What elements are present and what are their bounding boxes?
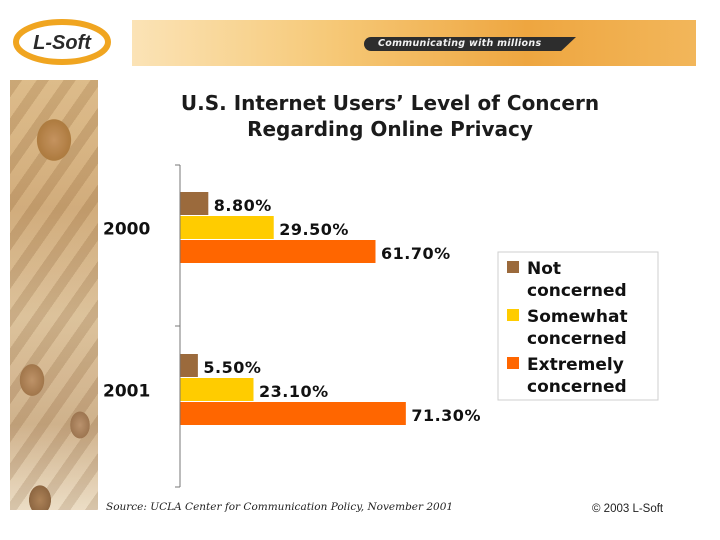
data-label-2001-not-concerned: 5.50% — [203, 358, 261, 377]
legend-label-extremely-concerned-0: Extremely — [527, 355, 624, 375]
legend-swatch-extremely-concerned — [507, 357, 519, 369]
chart-title: U.S. Internet Users’ Level of Concern Re… — [120, 90, 660, 142]
bar-2000-extremely-concerned — [180, 240, 376, 263]
source-note: Source: UCLA Center for Communication Po… — [106, 501, 454, 513]
bar-2000-somewhat-concerned — [180, 216, 274, 239]
bar-2001-not-concerned — [180, 354, 198, 377]
chart-title-line-1: U.S. Internet Users’ Level of Concern — [180, 91, 600, 115]
data-label-2000-extremely-concerned: 61.70% — [381, 244, 451, 263]
legend-label-somewhat-concerned-1: concerned — [527, 329, 627, 349]
background-photo-strip — [10, 80, 98, 510]
header-banner: Communicating with millions — [132, 20, 696, 66]
logo-text: L-Soft — [33, 32, 92, 54]
legend-label-extremely-concerned-1: concerned — [527, 377, 627, 397]
legend-swatch-not-concerned — [507, 261, 519, 273]
category-label-2000: 2000 — [103, 220, 150, 240]
category-label-2001: 2001 — [103, 382, 150, 402]
data-label-2000-somewhat-concerned: 29.50% — [279, 220, 349, 239]
l-soft-logo: L-Soft — [13, 19, 111, 65]
legend-label-somewhat-concerned-0: Somewhat — [527, 307, 628, 327]
bar-2001-somewhat-concerned — [180, 378, 254, 401]
bar-2001-extremely-concerned — [180, 402, 406, 425]
tagline: Communicating with millions — [364, 37, 576, 51]
data-label-2001-somewhat-concerned: 23.10% — [259, 382, 329, 401]
legend-swatch-somewhat-concerned — [507, 309, 519, 321]
data-label-2000-not-concerned: 8.80% — [214, 196, 272, 215]
legend-box — [497, 251, 659, 401]
chart-title-line-2: Regarding Online Privacy — [247, 117, 533, 141]
legend-label-not-concerned-1: concerned — [527, 281, 627, 301]
copyright: © 2003 L-Soft — [592, 503, 664, 515]
bar-2000-not-concerned — [180, 192, 209, 215]
legend-label-not-concerned-0: Not — [527, 259, 561, 279]
data-label-2001-extremely-concerned: 71.30% — [411, 406, 481, 425]
